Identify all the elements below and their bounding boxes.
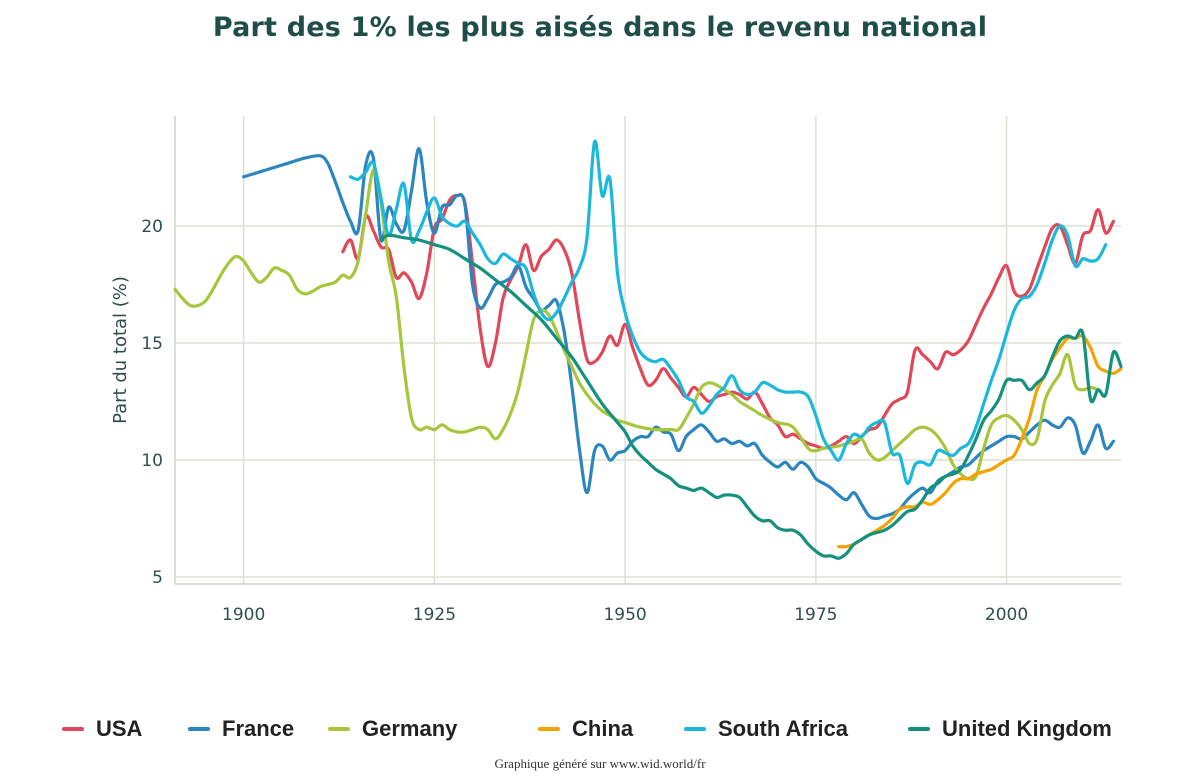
legend-item-south-africa[interactable]: South Africa <box>684 712 848 746</box>
legend-swatch <box>188 727 210 731</box>
series-line-france <box>242 147 1115 521</box>
legend-swatch <box>538 727 560 731</box>
line-chart: 1900 1925 1950 1975 2000 5 10 15 20 Part du tota… <box>110 116 1123 625</box>
series-line-germany <box>173 168 1100 482</box>
legend-label: USA <box>96 716 143 741</box>
legend-item-germany[interactable]: Germany <box>328 712 457 746</box>
x-tick-label: 1900 <box>222 605 265 625</box>
legend-item-united-kingdom[interactable]: United Kingdom <box>908 712 1112 746</box>
chart-title: Part des 1% les plus aisés dans le reven… <box>212 12 988 43</box>
legend-item-usa[interactable]: USA <box>62 712 142 746</box>
series-line-south-africa <box>348 139 1108 486</box>
grid-lines <box>175 116 1121 584</box>
legend-item-china[interactable]: China <box>538 712 633 746</box>
legend-label: China <box>572 716 634 741</box>
series-line-united-kingdom <box>379 233 1123 560</box>
x-tick-label: 2000 <box>985 605 1028 625</box>
y-tick-label: 5 <box>152 568 163 588</box>
legend-swatch <box>908 727 930 731</box>
y-tick-label: 15 <box>141 334 163 354</box>
series-line-usa <box>341 193 1115 450</box>
x-tick-label: 1975 <box>794 605 837 625</box>
legend-swatch <box>62 727 84 731</box>
legend-item-france[interactable]: France <box>188 712 294 746</box>
legend-label: South Africa <box>718 716 848 741</box>
legend-label: France <box>222 716 295 741</box>
y-axis-title: Part du total (%) <box>110 276 131 424</box>
legend: USA France Germany China South Africa United … <box>0 712 1200 746</box>
legend-label: United Kingdom <box>942 716 1112 741</box>
legend-swatch <box>684 727 706 731</box>
legend-label: Germany <box>362 716 458 741</box>
y-tick-label: 20 <box>141 217 163 237</box>
x-tick-label: 1925 <box>413 605 456 625</box>
axes <box>174 116 1121 585</box>
series-lines <box>173 139 1123 560</box>
x-tick-label: 1950 <box>603 605 646 625</box>
legend-swatch <box>328 727 350 731</box>
credit-text: Graphique généré sur www.wid.world/fr <box>494 756 706 771</box>
tick-labels: 1900 1925 1950 1975 2000 5 10 15 20 <box>141 217 1028 625</box>
y-tick-label: 10 <box>141 451 163 471</box>
